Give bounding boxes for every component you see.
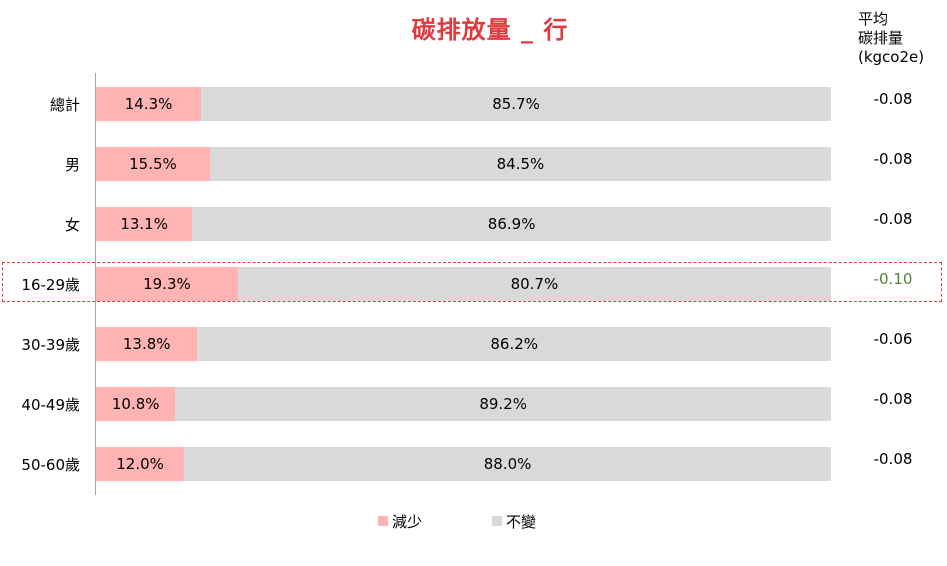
data-label-unchanged: 86.2%: [490, 335, 539, 353]
legend-label-unchanged: 不變: [506, 512, 537, 531]
legend-item-reduce: 減少: [378, 511, 422, 532]
data-label-reduce: 19.3%: [143, 275, 191, 293]
bar-unchanged: [201, 87, 831, 121]
bar-reduce: [96, 87, 202, 121]
category-label: 30-39歲: [21, 336, 80, 354]
legend: 減少 不變: [378, 510, 606, 532]
data-label-reduce: 13.1%: [120, 215, 168, 233]
data-label-unchanged: 84.5%: [496, 155, 545, 173]
avg-emission-value: -0.08: [873, 150, 913, 168]
bar-reduce: [96, 267, 238, 301]
data-label-reduce: 10.8%: [111, 395, 160, 413]
legend-swatch-unchanged: [492, 516, 503, 526]
bar-reduce: [96, 147, 210, 181]
avg-emission-value: -0.08: [873, 90, 913, 108]
bar-reduce: [96, 327, 198, 361]
bar-unchanged: [237, 267, 831, 301]
data-label-unchanged: 89.2%: [479, 395, 527, 413]
avg-emission-header-line3: (kgco2e): [858, 48, 925, 66]
category-label: 40-49歲: [21, 396, 80, 414]
bar-unchanged: [209, 147, 831, 181]
data-label-reduce: 14.3%: [124, 95, 173, 113]
avg-emission-value: -0.08: [873, 390, 913, 408]
data-label-unchanged: 85.7%: [492, 95, 540, 113]
data-label-reduce: 12.0%: [116, 455, 164, 473]
avg-emission-value: -0.06: [873, 330, 913, 348]
bar-unchanged: [192, 207, 831, 241]
avg-emission-header: 平均 碳排量 (kgco2e): [858, 10, 943, 67]
category-label: 女: [64, 216, 80, 234]
avg-emission-value: -0.08: [873, 450, 913, 468]
category-axis-line: [95, 73, 96, 495]
chart-title: 碳排放量 _ 行: [411, 16, 569, 44]
category-label: 總計: [49, 96, 80, 114]
category-label: 16-29歲: [21, 276, 80, 294]
data-label-unchanged: 80.7%: [510, 275, 559, 293]
avg-emission-value: -0.08: [873, 210, 913, 228]
bar-reduce: [96, 207, 193, 241]
data-label-reduce: 13.8%: [122, 335, 171, 353]
data-label-unchanged: 86.9%: [487, 215, 536, 233]
data-label-reduce: 15.5%: [129, 155, 177, 173]
category-label: 50-60歲: [21, 456, 80, 474]
avg-emission-value: -0.10: [873, 270, 913, 288]
avg-emission-header-line2: 碳排量: [858, 29, 904, 47]
avg-emission-header-line1: 平均: [858, 10, 889, 28]
bar-unchanged: [184, 447, 831, 481]
data-label-unchanged: 88.0%: [483, 455, 532, 473]
bar-unchanged: [175, 387, 831, 421]
bar-reduce: [96, 387, 176, 421]
category-label: 男: [64, 156, 80, 174]
bar-unchanged: [197, 327, 831, 361]
legend-item-unchanged: 不變: [492, 511, 536, 532]
highlight-box: [2, 262, 942, 302]
bar-reduce: [96, 447, 185, 481]
legend-label-reduce: 減少: [392, 512, 423, 531]
legend-swatch-reduce: [378, 516, 388, 526]
